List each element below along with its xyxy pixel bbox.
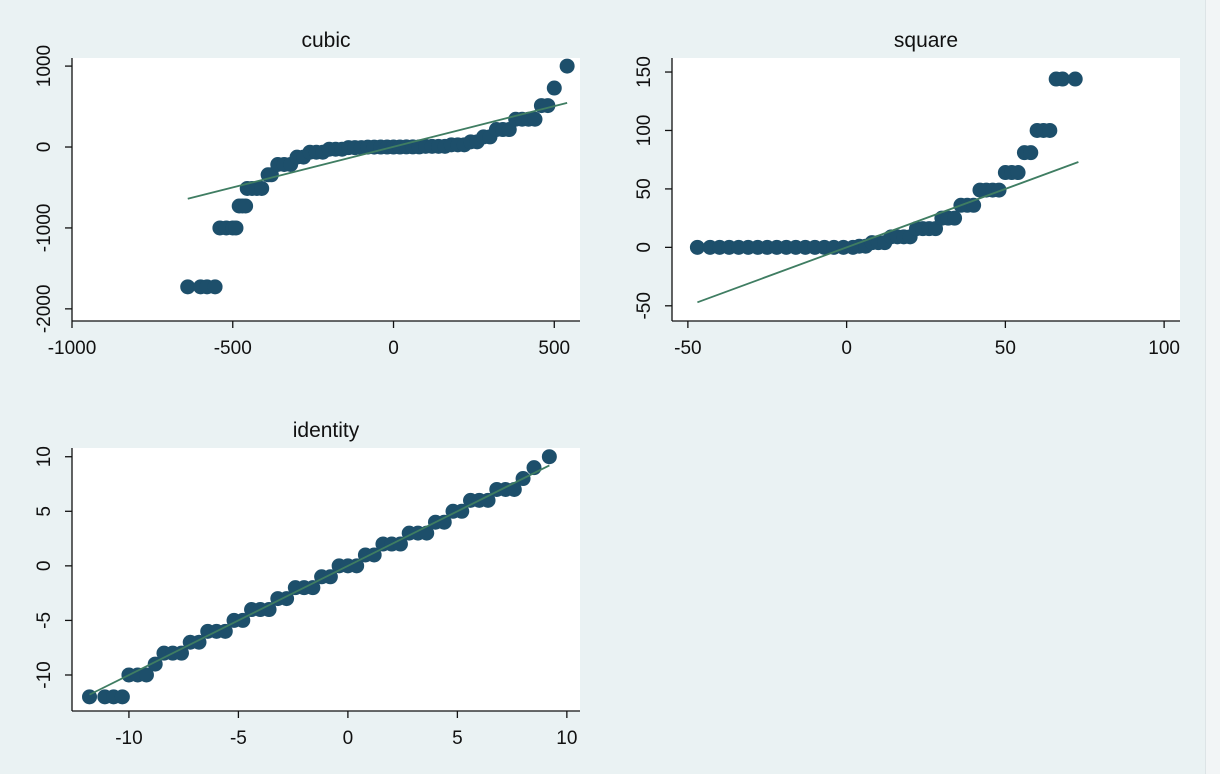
identity-point [392,536,408,552]
cubic-point [254,180,270,196]
square-point [947,210,963,226]
scrollbar-track[interactable] [1205,0,1220,774]
cubic-y-tick-label: 1000 [34,45,55,87]
cubic-point [559,58,575,74]
identity-point [217,623,233,639]
square-point [1042,122,1058,138]
cubic-point [180,279,196,295]
cubic-x-tick-label: -500 [214,338,252,359]
identity-point [138,667,154,683]
square-point [1023,145,1039,161]
cubic-point [546,80,562,96]
identity-y-tick-label: 0 [34,561,55,572]
square-y-tick-label: -50 [634,292,655,319]
cubic-point [238,198,254,214]
identity-point [436,514,452,530]
square-point [1010,165,1026,181]
identity-point [480,492,496,508]
cubic-point [527,111,543,127]
identity-title: identity [293,419,360,442]
identity-y-tick-label: 10 [34,446,55,467]
identity-point [173,645,189,661]
identity-point [349,558,365,574]
square-point [1067,71,1083,87]
identity-y-tick-label: -10 [34,661,55,688]
square-x-tick-label: 0 [841,338,852,359]
identity-x-tick-label: 5 [452,728,463,749]
identity-x-tick-label: -10 [115,728,142,749]
square-x-tick-label: 100 [1148,338,1180,359]
square-y-tick-label: 50 [634,178,655,199]
square-point [689,239,705,255]
cubic-y-tick-label: 0 [34,142,55,153]
identity-y-tick-label: 5 [34,506,55,517]
square-y-tick-label: 0 [634,242,655,253]
cubic-y-tick-label: -1000 [34,204,55,253]
square-y-tick-label: 150 [634,56,655,88]
square-title: square [894,29,958,52]
square-plot-area [672,58,1180,321]
square-x-tick-label: -50 [674,338,701,359]
identity-reference-line [89,464,550,696]
identity-y-tick-label: -5 [34,612,55,629]
square-x-tick-label: 50 [995,338,1016,359]
cubic-point [228,220,244,236]
identity-x-tick-label: -5 [230,728,247,749]
cubic-x-tick-label: 0 [388,338,399,359]
square-point [991,182,1007,198]
identity-point [261,602,277,618]
identity-panel: identity -10 -5 0 5 10 -10 -5 0 5 10 [34,419,580,749]
cubic-panel: cubic -1000 -500 0 500 -2000 -1000 0 1000 [34,29,580,359]
cubic-reference-line [187,102,568,200]
cubic-x-tick-label: -1000 [48,338,97,359]
identity-point [305,580,321,596]
square-point [1055,71,1071,87]
cubic-point [207,279,223,295]
cubic-title: cubic [301,29,350,52]
cubic-x-tick-label: 500 [538,338,570,359]
cubic-plot-area [72,58,580,321]
identity-point [114,689,130,705]
identity-point [541,449,557,465]
cubic-y-tick-label: -2000 [34,285,55,334]
identity-x-tick-label: 10 [556,728,577,749]
square-reference-line [697,161,1079,304]
square-y-tick-label: 100 [634,115,655,147]
square-panel: square -50 0 50 100 -50 0 50 100 150 [634,29,1180,359]
identity-x-tick-label: 0 [343,728,354,749]
